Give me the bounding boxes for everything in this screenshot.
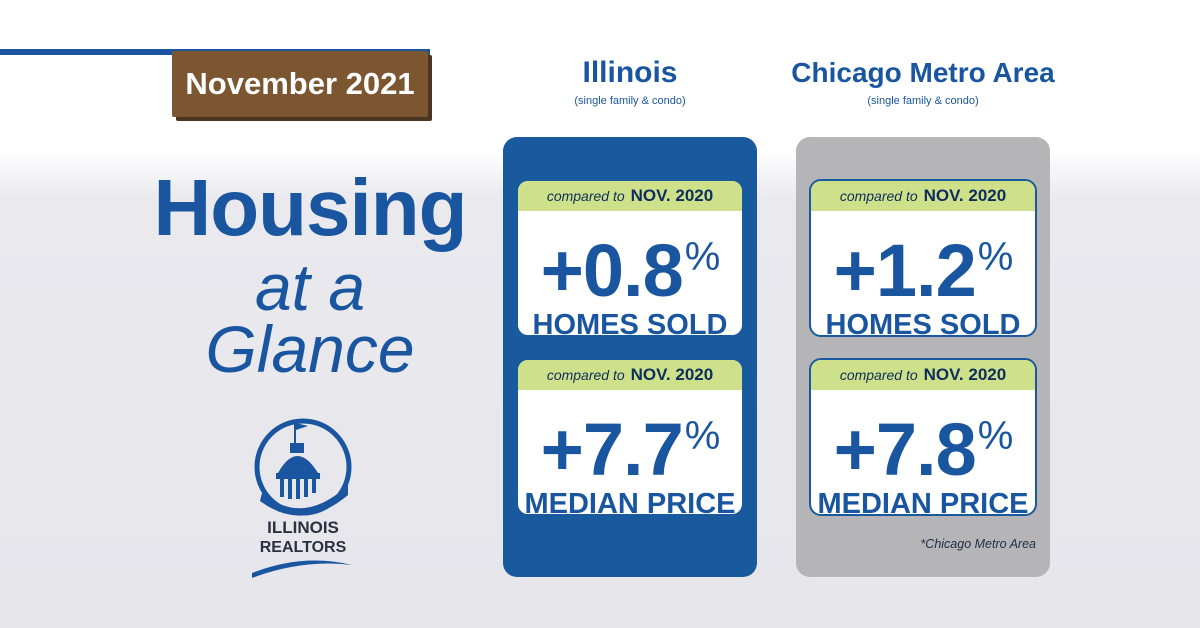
comparison-strip: compared to NOV. 2020 — [518, 360, 742, 390]
column-subtitle: (single family & condo) — [574, 95, 686, 107]
column-title: Illinois — [582, 56, 678, 89]
title-housing: Housing — [153, 163, 468, 252]
stat-label: MEDIAN PRICE — [817, 488, 1029, 516]
percent-sign: % — [684, 235, 721, 279]
column-title: Chicago Metro Area — [791, 57, 1055, 88]
compared-date: NOV. 2020 — [923, 186, 1007, 205]
stat-number: +1.2 — [833, 229, 977, 312]
compared-date: NOV. 2020 — [630, 365, 714, 384]
illinois-column-header: Illinois (single family & condo) — [503, 56, 757, 108]
footnote: *Chicago Metro Area — [920, 537, 1036, 551]
stat-card-homes-sold: compared to NOV. 2020 +0.8% HOMES SOLD — [516, 179, 744, 337]
percent-sign: % — [977, 414, 1014, 458]
column-subtitle: (single family & condo) — [867, 95, 979, 107]
stat-label: HOMES SOLD — [825, 309, 1021, 337]
stat-card-median-price: compared to NOV. 2020 +7.8% MEDIAN PRICE — [809, 358, 1037, 516]
illinois-realtors-logo: ILLINOIS REALTORS — [252, 418, 352, 578]
comparison-strip: compared to NOV. 2020 — [811, 360, 1035, 390]
compared-date: NOV. 2020 — [630, 186, 714, 205]
compared-prefix: compared to — [839, 367, 918, 383]
title-glance: Glance — [205, 312, 415, 386]
stat-card-median-price: compared to NOV. 2020 +7.7% MEDIAN PRICE — [516, 358, 744, 516]
stat-number: +7.8 — [833, 408, 977, 491]
comparison-strip: compared to NOV. 2020 — [518, 181, 742, 211]
date-badge: November 2021 — [172, 51, 428, 117]
stat-value: +1.2% — [811, 219, 1035, 309]
stat-label: HOMES SOLD — [532, 309, 728, 337]
chicago-column-header: Chicago Metro Area (single family & cond… — [778, 56, 1068, 108]
percent-sign: % — [684, 414, 721, 458]
stat-value: +7.7% — [518, 398, 742, 488]
stat-number: +0.8 — [540, 229, 684, 312]
stat-value: +7.8% — [811, 398, 1035, 488]
stat-value: +0.8% — [518, 219, 742, 309]
capitol-dome-icon — [254, 418, 352, 516]
compared-date: NOV. 2020 — [923, 365, 1007, 384]
stat-label: MEDIAN PRICE — [524, 488, 736, 516]
compared-prefix: compared to — [546, 188, 625, 204]
comparison-strip: compared to NOV. 2020 — [811, 181, 1035, 211]
logo-text-realtors: REALTORS — [260, 539, 347, 556]
illinois-stats-panel: compared to NOV. 2020 +0.8% HOMES SOLD c… — [503, 137, 757, 577]
percent-sign: % — [977, 235, 1014, 279]
stat-number: +7.7 — [540, 408, 684, 491]
chicago-stats-panel: compared to NOV. 2020 +1.2% HOMES SOLD c… — [796, 137, 1050, 577]
logo-text-illinois: ILLINOIS — [267, 518, 339, 537]
compared-prefix: compared to — [839, 188, 918, 204]
stat-card-homes-sold: compared to NOV. 2020 +1.2% HOMES SOLD — [809, 179, 1037, 337]
title-at-a: at a — [254, 250, 366, 324]
compared-prefix: compared to — [546, 367, 625, 383]
